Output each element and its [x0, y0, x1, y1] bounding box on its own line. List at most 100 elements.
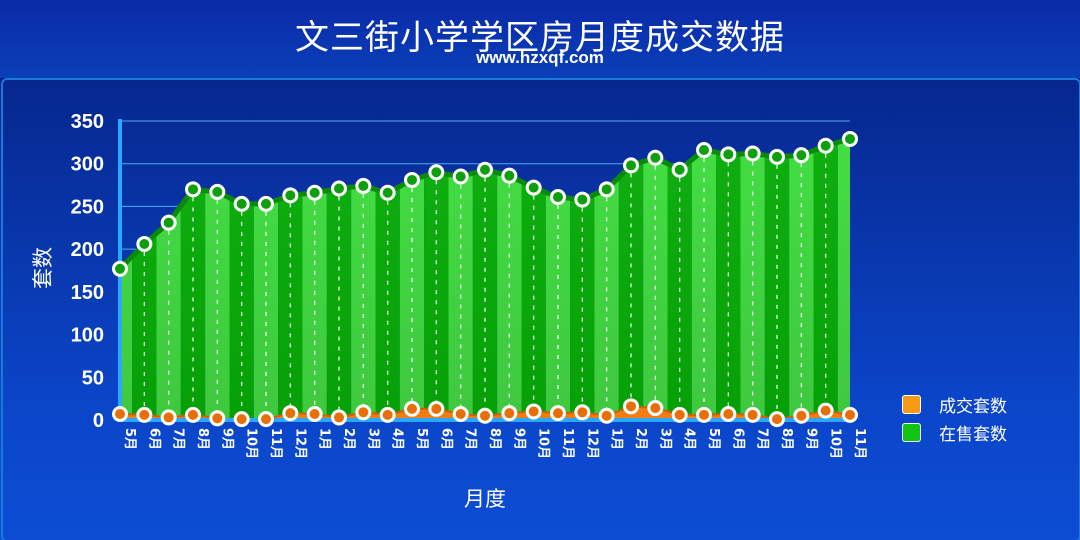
deal-point [744, 406, 761, 423]
deal-point [258, 411, 274, 428]
sale-point [525, 179, 542, 196]
sale-point [379, 184, 396, 201]
x-tick-label: 2月 [633, 428, 648, 450]
sale-area-band [667, 138, 692, 420]
x-tick-label: 11月 [560, 428, 575, 459]
x-tick-label: 9月 [219, 428, 234, 450]
sale-point [647, 149, 664, 166]
y-axis-title: 套数 [31, 247, 55, 289]
sale-point [769, 148, 785, 165]
deal-point [647, 400, 664, 417]
x-tick-label: 10月 [828, 428, 843, 459]
x-tick-label: 9月 [803, 428, 818, 450]
x-tick-label: 6月 [146, 428, 161, 450]
x-axis-title: 月度 [464, 487, 506, 511]
x-tick-label: 8月 [487, 428, 502, 450]
sale-point [185, 181, 201, 198]
x-tick-label: 5月 [706, 428, 721, 450]
legend-label-sale: 在售套数 [939, 424, 1007, 445]
x-tick-label: 8月 [195, 428, 210, 450]
deal-point [452, 406, 469, 423]
y-tick-label: 0 [93, 410, 104, 432]
sale-area-band [570, 138, 595, 420]
deal-point [477, 407, 493, 424]
x-tick-label: 12月 [292, 428, 307, 459]
deal-point [817, 402, 834, 419]
sale-area-band [326, 138, 352, 420]
sale-point [331, 180, 347, 197]
legend-label-deal: 成交套数 [939, 396, 1007, 417]
deal-point [355, 404, 372, 421]
deal-point [769, 411, 785, 428]
deal-point [282, 405, 299, 422]
x-tick-label: 10月 [536, 428, 551, 459]
x-tick-label: 1月 [609, 428, 624, 450]
sale-area-band [399, 138, 425, 420]
legend-swatch-deal [902, 394, 921, 414]
sale-point [574, 191, 591, 208]
deal-point [209, 410, 226, 427]
legend-item-deal: 成交套数 [902, 393, 1007, 417]
y-tick-label: 300 [71, 154, 104, 176]
y-tick-label: 150 [71, 282, 104, 304]
x-tick-label: 7月 [463, 428, 478, 450]
sale-point [793, 147, 810, 164]
sale-point [817, 137, 834, 154]
deal-point [185, 406, 201, 423]
deal-point [501, 405, 518, 422]
sale-point [550, 189, 566, 206]
x-tick-label: 9月 [511, 428, 526, 450]
x-tick-label: 1月 [317, 428, 332, 450]
x-tick-label: 11月 [852, 428, 867, 459]
deal-point [793, 407, 810, 424]
x-tick-label: 11月 [268, 428, 283, 459]
sale-point [112, 260, 128, 277]
deal-point [842, 406, 858, 423]
sale-point [671, 161, 688, 178]
y-tick-label: 250 [71, 196, 104, 218]
deal-point [720, 406, 737, 423]
sale-point [452, 168, 469, 185]
deal-point [696, 406, 712, 423]
deal-point [306, 406, 323, 423]
y-tick-label: 350 [71, 111, 104, 133]
sale-area [120, 138, 850, 420]
deal-point [331, 409, 347, 426]
sale-point [842, 130, 858, 147]
sale-area-band [837, 138, 850, 420]
x-tick-label: 6月 [730, 428, 745, 450]
deal-point [379, 406, 396, 423]
deal-point [574, 404, 591, 421]
sale-point [306, 184, 323, 201]
sale-area-band [472, 138, 498, 420]
y-tick-label: 50 [82, 367, 104, 389]
sale-point [477, 161, 493, 178]
x-tick-label: 4月 [682, 428, 697, 450]
x-tick-label: 5月 [122, 428, 137, 450]
deal-point [112, 406, 128, 423]
sale-point [282, 187, 299, 204]
x-tick-label: 3月 [657, 428, 672, 450]
sale-point [696, 142, 712, 159]
sale-point [160, 214, 177, 231]
sale-point [355, 177, 372, 194]
deal-point [671, 406, 688, 423]
legend-swatch-sale [902, 422, 921, 442]
deal-point [136, 406, 153, 423]
x-tick-label: 6月 [438, 428, 453, 450]
y-tick-label: 100 [71, 325, 104, 347]
legend-item-sale: 在售套数 [902, 421, 1007, 445]
deal-point [623, 398, 639, 415]
chart-subtitle: www.hzxqf.com [476, 48, 604, 67]
sale-point [744, 145, 761, 162]
x-tick-label: 4月 [390, 428, 405, 450]
sale-point [501, 167, 518, 184]
sale-point [720, 146, 737, 163]
x-tick-label: 10月 [244, 428, 259, 459]
deal-point [428, 400, 445, 417]
y-tick-label: 200 [71, 239, 104, 261]
sale-point [598, 181, 615, 198]
x-tick-label: 3月 [365, 428, 380, 450]
